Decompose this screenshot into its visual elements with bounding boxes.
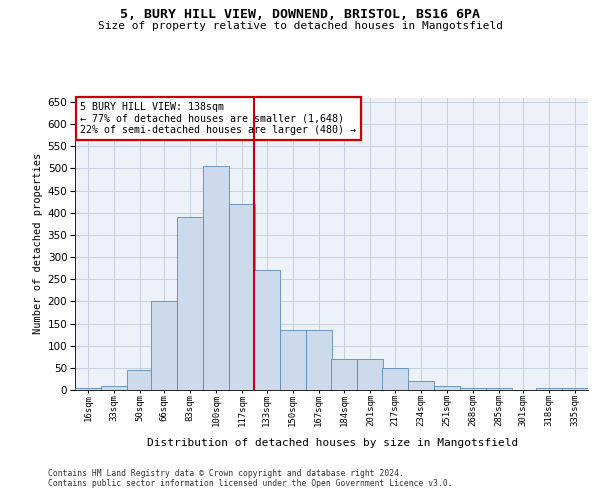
Bar [358, 359, 383, 390]
Bar [177, 217, 203, 390]
Bar [127, 370, 153, 390]
Text: 5 BURY HILL VIEW: 138sqm
← 77% of detached houses are smaller (1,648)
22% of sem: 5 BURY HILL VIEW: 138sqm ← 77% of detach… [80, 102, 356, 135]
Text: Contains HM Land Registry data © Crown copyright and database right 2024.: Contains HM Land Registry data © Crown c… [48, 469, 404, 478]
Bar [331, 359, 358, 390]
Text: Size of property relative to detached houses in Mangotsfield: Size of property relative to detached ho… [97, 21, 503, 31]
Text: Distribution of detached houses by size in Mangotsfield: Distribution of detached houses by size … [148, 438, 518, 448]
Bar [280, 330, 305, 390]
Bar [562, 388, 588, 390]
Bar [75, 388, 101, 390]
Bar [434, 386, 460, 390]
Bar [254, 270, 280, 390]
Text: Contains public sector information licensed under the Open Government Licence v3: Contains public sector information licen… [48, 479, 452, 488]
Bar [101, 386, 127, 390]
Bar [229, 204, 255, 390]
Y-axis label: Number of detached properties: Number of detached properties [34, 153, 43, 334]
Bar [305, 330, 331, 390]
Bar [486, 388, 512, 390]
Bar [460, 388, 486, 390]
Bar [382, 368, 408, 390]
Bar [203, 166, 229, 390]
Bar [408, 381, 434, 390]
Bar [536, 388, 562, 390]
Bar [151, 302, 177, 390]
Text: 5, BURY HILL VIEW, DOWNEND, BRISTOL, BS16 6PA: 5, BURY HILL VIEW, DOWNEND, BRISTOL, BS1… [120, 8, 480, 20]
